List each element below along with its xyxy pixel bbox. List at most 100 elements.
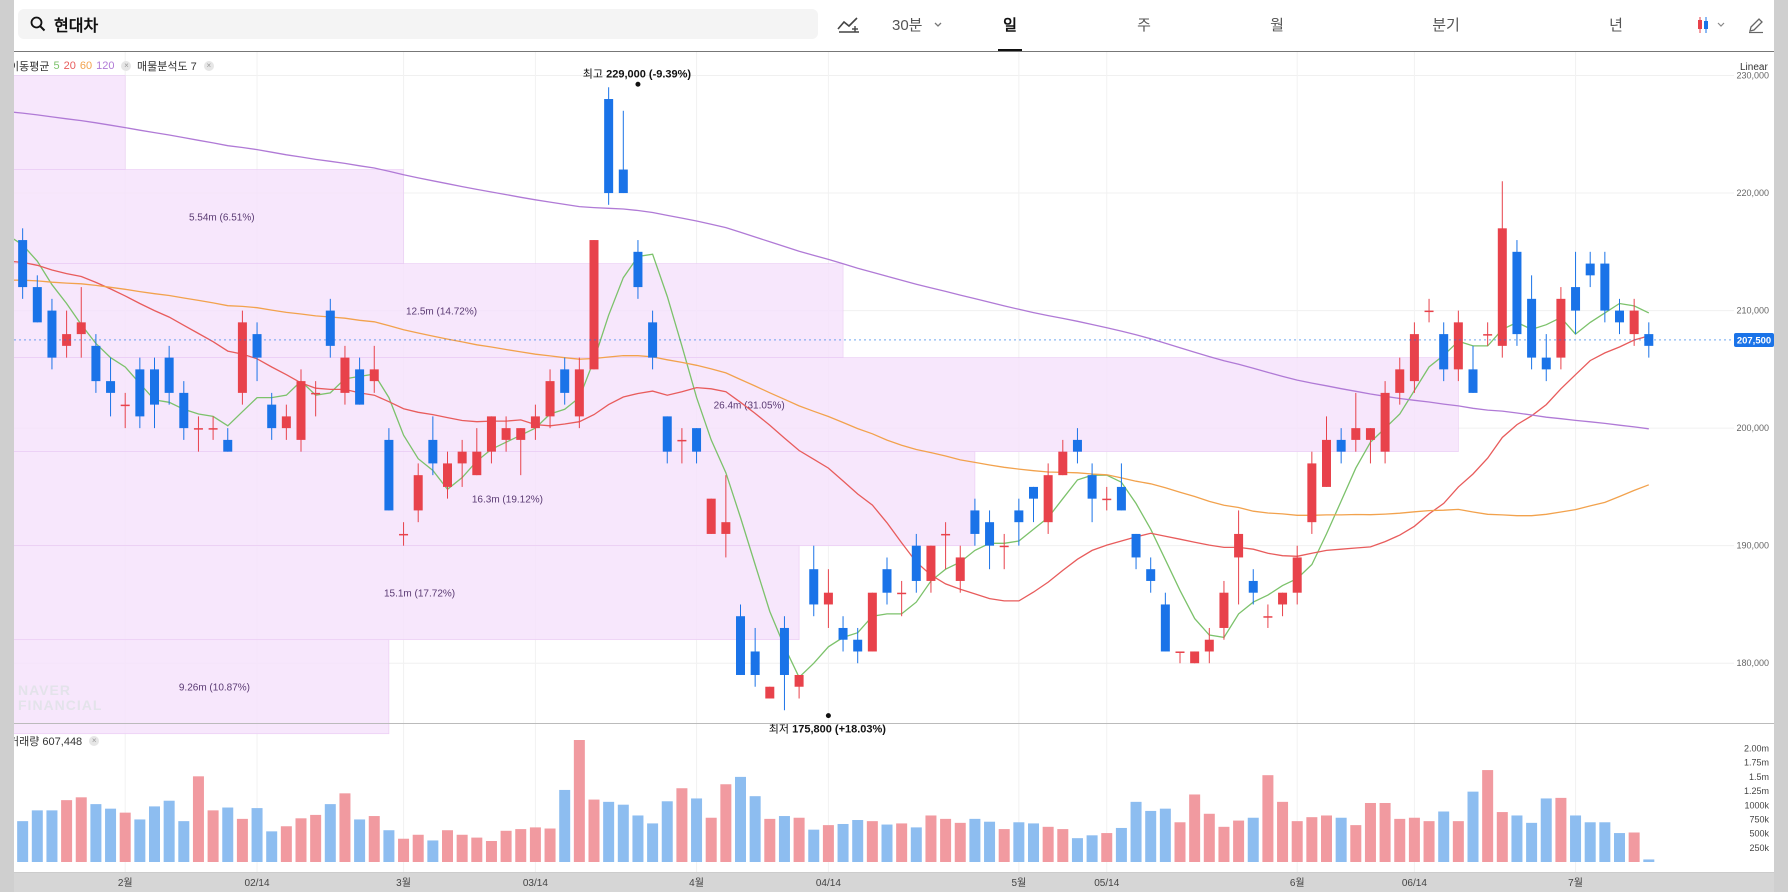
volume-bar [632,815,644,862]
candle-body [1439,334,1449,370]
volume-bar [149,806,160,862]
candle-body [618,169,628,194]
volume-bar [471,837,483,862]
volume-profile-label: 15.1m (17.72%) [384,589,455,600]
volume-bar [485,841,497,862]
candle-body [911,545,921,581]
price-tick-label: 230,000 [1736,71,1769,81]
volume-profile-band [0,169,404,264]
candle-body [853,639,863,652]
volume-legend[interactable]: 거래량 607,448 × [9,733,100,749]
volume-bar [603,801,615,862]
volume-bar [559,789,571,862]
volume-bar [1511,815,1523,862]
candle-body [604,99,614,194]
candle-body [530,416,540,429]
volume-bar [427,840,439,862]
candle-body [1014,510,1024,523]
tab-year[interactable]: 년 [1609,17,1623,34]
candle-body [355,369,365,405]
time-tick-label: 2월 [118,877,133,889]
candle-body [560,369,570,393]
candle-body [1585,263,1595,276]
annotations: 최고 229,000 (-9.39%) 최저 175,800 (+18.03%) [14,67,1734,736]
price-tick-label: 220,000 [1736,188,1769,198]
candle-body [823,592,833,605]
volume-bar [1364,802,1376,862]
volume-profile-legend[interactable]: 매물분석도 7 × [137,58,214,74]
volume-bar [1086,835,1098,862]
volume-profile-label: 9.26m (10.87%) [179,683,250,694]
candle-body [1541,357,1551,370]
close-icon[interactable]: × [89,736,100,746]
candle-body [1292,557,1302,593]
chevron-down-icon [934,22,941,27]
tab-month[interactable]: 월 [1270,17,1284,34]
candle-body [1160,604,1170,652]
ma-60-line [7,279,1650,517]
candle-body [1043,475,1053,523]
search-box[interactable]: 현대차 [18,9,818,39]
time-tick-label: 04/14 [816,878,841,889]
drawing-tool-button[interactable] [836,12,862,38]
volume-profile-label: 26.4m (31.05%) [714,401,785,412]
price-tick-label: 210,000 [1736,306,1769,316]
candle-body [1278,592,1288,605]
volume-bar [808,829,820,862]
candle-body [443,463,452,487]
volume-bar [339,793,351,862]
volume-bar [1071,838,1083,862]
volume-bar [544,828,556,862]
volume-bar [1555,797,1567,862]
candle-body [135,369,145,417]
candle-body [223,439,233,452]
volume-bar [75,797,87,862]
tab-quarter[interactable]: 분기 [1432,17,1460,34]
volume-bar [1159,808,1171,862]
candle-body [985,522,995,546]
candle-body [545,381,555,417]
volume-bar [691,798,703,862]
edit-button[interactable] [1744,12,1768,38]
candle-body [633,251,643,288]
candle-body [399,533,409,536]
volume-bar [105,808,117,862]
close-icon[interactable]: × [121,61,132,71]
candle-body [1468,369,1478,393]
volume-bar [940,818,952,862]
volume-bar [266,831,278,862]
volume-bar [251,808,263,862]
tab-week[interactable]: 주 [1137,17,1151,34]
close-icon[interactable]: × [203,61,214,71]
low-annotation: 최저 175,800 (+18.03%) [769,723,887,736]
volume-profile-label: 16.3m (19.12%) [472,495,543,506]
candle-body [677,439,687,442]
candle-body [1102,498,1112,501]
volume-bar [588,799,600,862]
candle-body [1219,592,1229,628]
time-axis-divider [14,872,1788,873]
candle-body [662,416,672,452]
candle-body [1409,334,1419,382]
volume-bar [617,804,629,862]
candle-body [779,627,789,675]
volume-tick-label: 2.00m [1744,744,1769,754]
tab-day[interactable]: 일 [1003,17,1017,34]
candle-body [91,345,101,382]
price-tick-label: 190,000 [1736,541,1769,551]
candle-body [325,310,335,346]
candle-body [692,428,702,452]
ma-legend[interactable]: 이동평균 5 20 60 120 × [9,58,132,74]
pane-divider[interactable] [14,723,1788,724]
candle-body [1248,580,1258,593]
volume-bar [529,827,541,862]
volume-bar [1452,821,1464,862]
search-query[interactable]: 현대차 [54,18,99,35]
interval-select[interactable]: 30분 [892,14,943,35]
chart-type-button[interactable] [1694,12,1728,38]
volume-bar [866,821,878,862]
price-tick-label: 180,000 [1736,658,1769,668]
candle-body [1234,533,1244,558]
volume-bar [647,823,659,862]
